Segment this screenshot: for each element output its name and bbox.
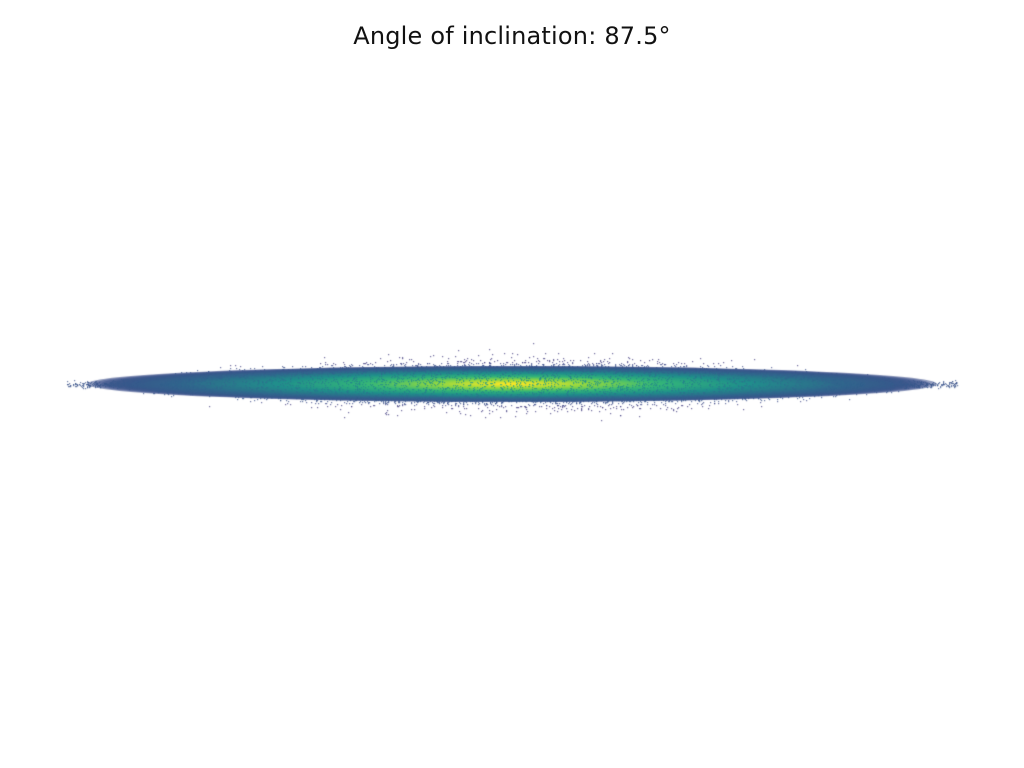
page-title: Angle of inclination: 87.5° [353,22,671,50]
